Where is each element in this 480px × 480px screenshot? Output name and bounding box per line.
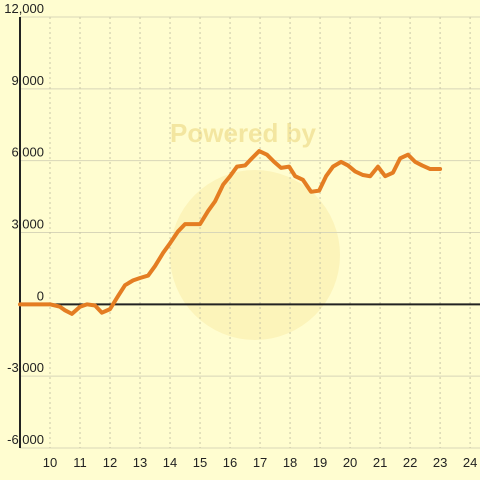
y-tick-label: -3,000 (7, 360, 44, 375)
x-tick-label: 17 (253, 455, 267, 470)
x-tick-label: 20 (343, 455, 357, 470)
x-tick-label: 21 (373, 455, 387, 470)
watermark: Powered by (170, 118, 316, 148)
x-tick-label: 13 (133, 455, 147, 470)
y-tick-label: 6,000 (11, 145, 44, 160)
x-tick-label: 14 (163, 455, 177, 470)
watermark-logo (170, 170, 340, 340)
y-tick-label: 3,000 (11, 217, 44, 232)
x-tick-label: 11 (73, 455, 87, 470)
x-tick-label: 23 (433, 455, 447, 470)
x-tick-label: 15 (193, 455, 207, 470)
y-tick-label: 12,000 (4, 1, 44, 16)
x-tick-label: 22 (403, 455, 417, 470)
y-tick-label: 0 (37, 288, 44, 303)
y-tick-label: -6,000 (7, 432, 44, 447)
x-tick-label: 24 (463, 455, 477, 470)
x-tick-label: 10 (43, 455, 57, 470)
x-tick-label: 18 (283, 455, 297, 470)
x-tick-label: 12 (103, 455, 117, 470)
y-tick-label: 9,000 (11, 73, 44, 88)
data-line (18, 149, 443, 316)
x-tick-label: 16 (223, 455, 237, 470)
x-tick-label: 19 (313, 455, 327, 470)
